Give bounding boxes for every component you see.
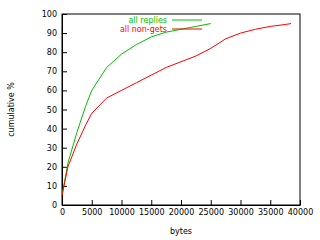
- y-tick-label: 70: [47, 67, 57, 76]
- x-axis-title: bytes: [170, 227, 192, 236]
- chart: 0 5000 10000 15000 20000 25000 30000 35000 40000…: [0, 0, 320, 240]
- x-tick-label: 10000: [109, 208, 134, 217]
- legend-swatch: [172, 20, 202, 21]
- y-tick-label: 0: [52, 201, 57, 210]
- x-axis: 0 5000 10000 15000 20000 25000 30000 35000 40000: [60, 200, 313, 217]
- x-tick: 30000: [228, 200, 253, 217]
- y-tick: 40: [47, 125, 67, 134]
- series-line: [62, 24, 211, 196]
- y-tick-label: 20: [47, 163, 57, 172]
- legend-swatch: [172, 29, 202, 30]
- x-tick: 5000: [82, 200, 102, 217]
- lines: [62, 24, 291, 196]
- y-tick-label: 60: [47, 86, 57, 95]
- x-tick-label: 15000: [139, 208, 164, 217]
- y-tick-label: 40: [47, 125, 57, 134]
- y-tick-mark: [62, 52, 67, 53]
- y-tick: 20: [47, 163, 67, 172]
- y-tick-label: 10: [47, 182, 57, 191]
- y-axis: 0 10 20 30 40 50 60 70 80 90 100: [42, 10, 67, 210]
- x-tick-label: 35000: [258, 208, 283, 217]
- plot-frame: [62, 14, 300, 205]
- y-tick-mark: [62, 71, 67, 72]
- y-tick-label: 30: [47, 144, 57, 153]
- x-tick-mark: [92, 200, 93, 205]
- y-tick-mark: [62, 90, 67, 91]
- legend-label: all replies: [128, 16, 167, 25]
- y-tick-label: 90: [47, 29, 57, 38]
- y-tick: 100: [42, 10, 67, 19]
- plot: 0 5000 10000 15000 20000 25000 30000 35000 40000…: [42, 10, 314, 217]
- x-tick-label: 0: [60, 208, 65, 217]
- y-tick: 0: [52, 201, 67, 210]
- legend: all repliesall non-gets: [120, 16, 202, 34]
- y-tick-mark: [62, 110, 67, 111]
- x-tick: 15000: [139, 200, 164, 217]
- y-tick-mark: [62, 33, 67, 34]
- x-tick-mark: [270, 200, 271, 205]
- x-tick: 10000: [109, 200, 134, 217]
- y-tick-mark: [62, 14, 67, 15]
- x-tick-label: 25000: [199, 208, 224, 217]
- series-line: [62, 24, 291, 196]
- legend-label: all non-gets: [120, 25, 167, 34]
- x-tick: 20000: [169, 200, 194, 217]
- y-tick-mark: [62, 186, 67, 187]
- y-tick: 80: [47, 48, 67, 57]
- x-tick: 35000: [258, 200, 283, 217]
- y-tick-label: 100: [42, 10, 57, 19]
- x-tick: 40000: [288, 200, 313, 217]
- x-tick-label: 20000: [169, 208, 194, 217]
- y-tick-mark: [62, 148, 67, 149]
- y-tick: 30: [47, 144, 67, 153]
- x-tick-label: 5000: [82, 208, 102, 217]
- y-tick-label: 50: [47, 106, 57, 115]
- x-tick-label: 40000: [288, 208, 313, 217]
- y-tick-mark: [62, 167, 67, 168]
- y-tick: 70: [47, 67, 67, 76]
- x-tick-mark: [181, 200, 182, 205]
- x-tick-mark: [241, 200, 242, 205]
- y-tick: 60: [47, 86, 67, 95]
- x-tick-mark: [211, 200, 212, 205]
- x-tick-label: 30000: [228, 208, 253, 217]
- y-tick: 90: [47, 29, 67, 38]
- x-tick-mark: [151, 200, 152, 205]
- x-tick: 25000: [199, 200, 224, 217]
- y-tick-mark: [62, 205, 67, 206]
- y-tick-label: 80: [47, 48, 57, 57]
- y-axis-title: cumulative %: [7, 82, 16, 137]
- y-tick-mark: [62, 129, 67, 130]
- x-tick-mark: [300, 200, 301, 205]
- x-axis-line: [63, 205, 301, 206]
- x-tick-mark: [122, 200, 123, 205]
- y-tick: 50: [47, 106, 67, 115]
